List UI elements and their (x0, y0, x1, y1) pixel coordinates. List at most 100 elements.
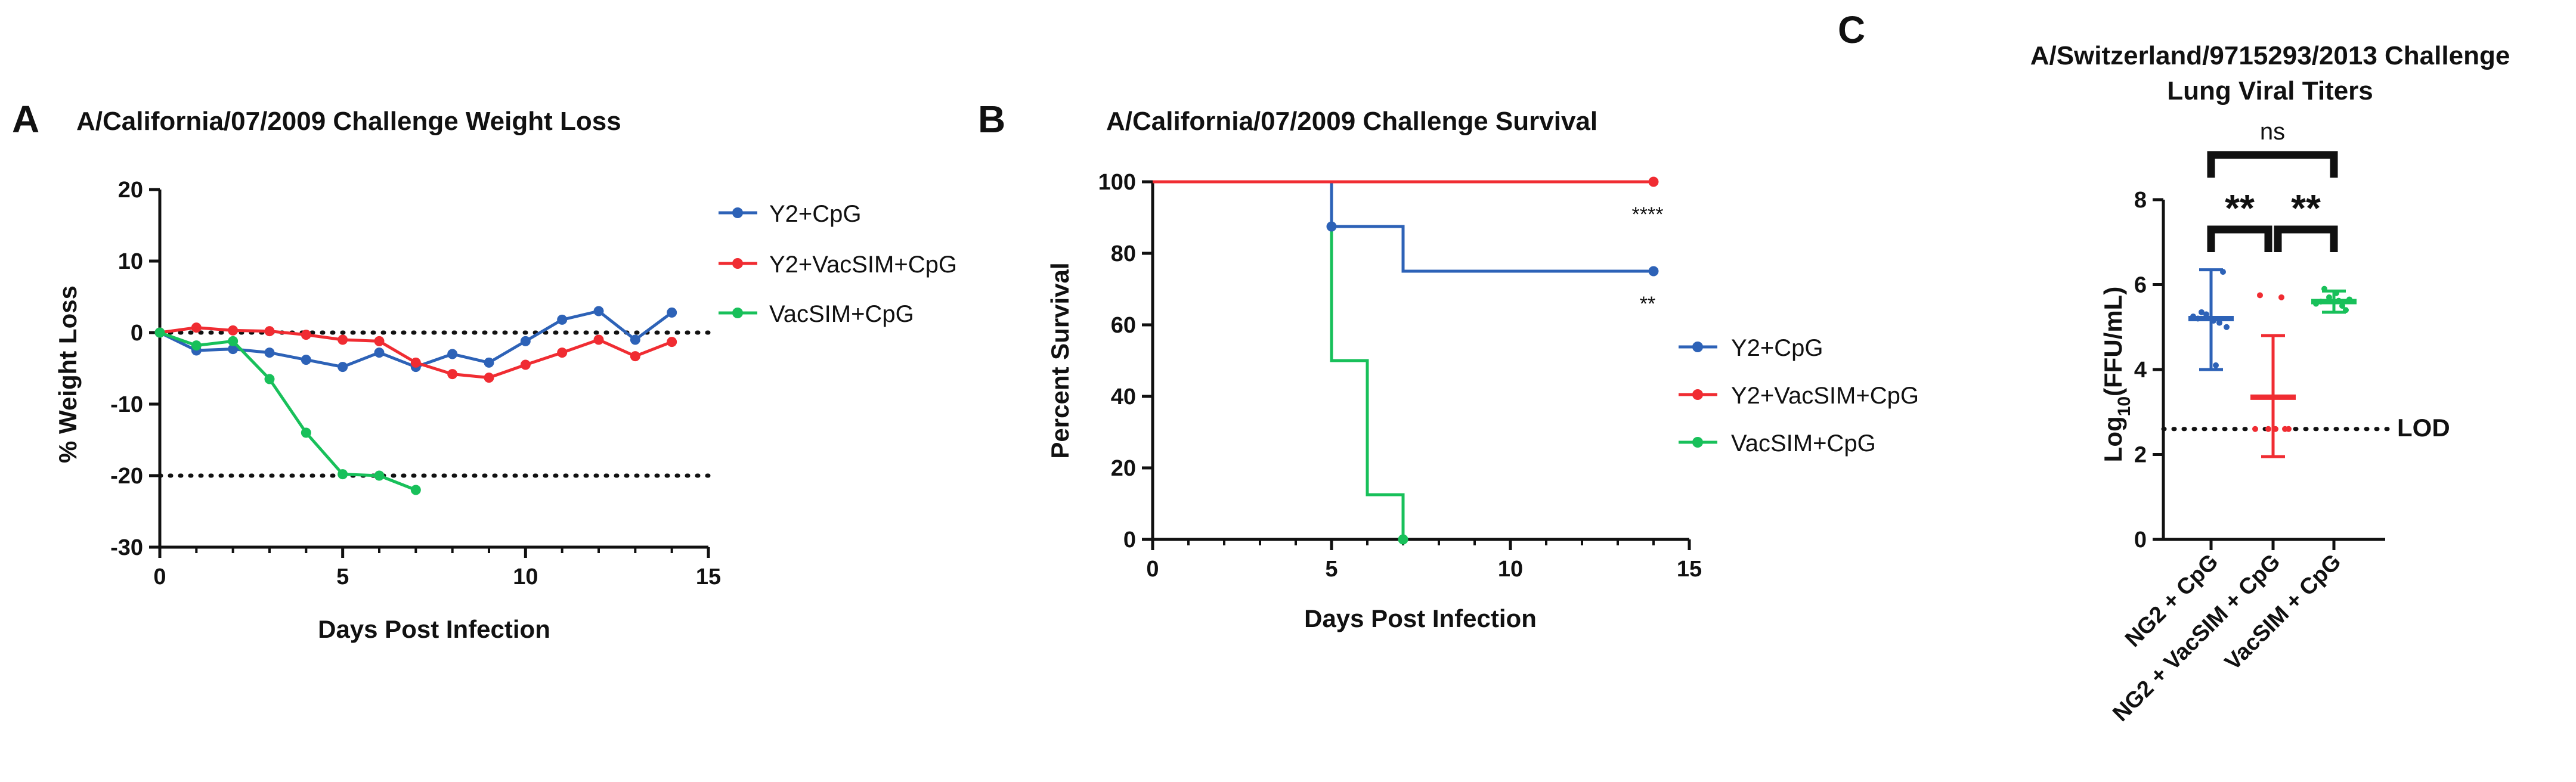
data-point-y2-cpg (264, 347, 275, 358)
data-point-y2-vacsim-cpg (630, 351, 640, 362)
data-point-ng2-vacsim-cpg (2252, 426, 2258, 432)
panel-a-legend: Y2+CpG Y2+VacSIM+CpG VacSIM+CpG (719, 201, 957, 327)
data-point-vacsim-cpg (264, 374, 275, 384)
data-point-y2-vacsim-cpg (447, 369, 458, 380)
x-tick-label: 15 (696, 564, 721, 589)
data-point-vacsim-cpg (301, 427, 311, 438)
panel-b-ticks: 100 80 60 40 20 00 5 10 15 (1098, 170, 1702, 582)
panel-b-annotations: ****** (1632, 203, 1664, 315)
significance-label: ** (2291, 187, 2321, 229)
y-tick-label: 6 (2134, 273, 2147, 298)
significance-bracket (2207, 225, 2272, 252)
panel-a-label: A (12, 98, 39, 141)
data-point-ng2-cpg (2213, 362, 2219, 368)
y-tick-label: 80 (1111, 241, 1136, 266)
y-tick-label: 10 (118, 249, 143, 274)
panel-b-y-label: Percent Survival (1046, 262, 1074, 458)
legend-label-y2-cpg: Y2+CpG (1731, 335, 1823, 361)
data-point-ng2-vacsim-cpg (2278, 294, 2284, 300)
panel-a-series (154, 306, 677, 495)
panel-c-significance: ns ** ** (2207, 119, 2338, 252)
legend-label-vacsim-cpg: VacSIM+CpG (769, 301, 914, 327)
x-tick-label: 15 (1677, 557, 1702, 582)
y-tick-label: 20 (118, 178, 143, 203)
data-point-y2-vacsim-cpg (520, 359, 531, 370)
data-point-y2-vacsim-cpg (667, 337, 677, 347)
data-point-y2-cpg (630, 334, 640, 345)
y-tick-label: 8 (2134, 188, 2147, 213)
y-tick-label: -20 (110, 464, 143, 489)
data-point-vacsim-cpg (154, 327, 165, 338)
data-point-y2-cpg (228, 344, 239, 355)
y-tick-label: 0 (1123, 527, 1136, 553)
panel-c-title-line1: A/Switzerland/9715293/2013 Challenge (2030, 41, 2510, 70)
data-point-y2-cpg (520, 336, 531, 346)
data-point-ng2-vacsim-cpg (2282, 426, 2288, 432)
panel-b-label: B (978, 98, 1005, 141)
data-point-y2-vacsim-cpg (593, 334, 604, 345)
legend-item-vacsim-cpg: VacSIM+CpG (1679, 430, 1876, 457)
significance-label: ns (2260, 119, 2285, 145)
y-tick-label: 20 (1111, 456, 1136, 481)
data-point-y2-vacsim-cpg (191, 322, 202, 333)
panel-a-reference-lines (157, 330, 711, 478)
data-point-y2-cpg (374, 347, 385, 358)
significance-bracket (2207, 151, 2338, 178)
survival-point-y2-vacsim-cpg (1648, 176, 1659, 187)
x-tick-label: 10 (513, 564, 538, 589)
panel-b-title: A/California/07/2009 Challenge Survival (1106, 107, 1597, 136)
legend-label-y2-vacsim-cpg: Y2+VacSIM+CpG (769, 252, 957, 278)
x-tick-label: 5 (336, 564, 349, 589)
legend-label-vacsim-cpg: VacSIM+CpG (1731, 430, 1876, 457)
y-tick-label: 0 (131, 321, 143, 346)
data-point-y2-vacsim-cpg (557, 347, 568, 358)
panel-b-series (1153, 176, 1659, 545)
y-tick-label: 60 (1111, 313, 1136, 338)
panel-c-label: C (1838, 8, 1865, 51)
legend-item-y2-vacsim-cpg: Y2+VacSIM+CpG (1679, 383, 1919, 409)
panel-a-ticks: 20 10 0 -10 -20 -30 0 5 10 15 (110, 178, 721, 589)
legend-item-y2-cpg: Y2+CpG (719, 201, 862, 227)
data-point-y2-cpg (301, 355, 311, 365)
significance-bracket (2274, 225, 2338, 252)
legend-label-y2-cpg: Y2+CpG (769, 201, 862, 227)
panel-a-x-label: Days Post Infection (318, 615, 550, 643)
data-point-y2-cpg (484, 357, 494, 368)
panel-c-points (2190, 269, 2352, 432)
y-tick-label: 2 (2134, 443, 2147, 468)
panel-b: B A/California/07/2009 Challenge Surviva… (978, 98, 1919, 632)
panel-c-error-bars (2188, 268, 2357, 458)
panel-c: C A/Switzerland/9715293/2013 Challenge L… (1838, 8, 2510, 727)
y-tick-label: -30 (110, 535, 143, 560)
y-tick-label: 40 (1111, 384, 1136, 409)
panel-b-x-label: Days Post Infection (1304, 604, 1537, 632)
survival-point-y2-cpg (1326, 221, 1337, 232)
panel-a: A A/California/07/2009 Challenge Weight … (12, 98, 957, 643)
data-point-y2-vacsim-cpg (410, 357, 421, 368)
data-point-vacsim-cpg (191, 340, 202, 351)
significance-label: ** (2225, 187, 2255, 229)
data-point-y2-vacsim-cpg (264, 326, 275, 337)
panel-c-ticks: 8 6 4 2 0 (2134, 188, 2336, 553)
data-point-y2-vacsim-cpg (338, 334, 348, 345)
x-tick-label: 10 (1498, 557, 1523, 582)
data-point-vacsim-cpg (338, 469, 348, 480)
survival-line-y2-cpg (1153, 180, 1654, 273)
data-point-vacsim-cpg (374, 470, 385, 481)
data-point-y2-vacsim-cpg (484, 373, 494, 383)
data-point-y2-vacsim-cpg (374, 336, 385, 346)
data-point-y2-vacsim-cpg (228, 325, 239, 336)
legend-item-vacsim-cpg: VacSIM+CpG (719, 301, 914, 327)
legend-item-y2-cpg: Y2+CpG (1679, 335, 1823, 361)
data-point-y2-vacsim-cpg (301, 330, 311, 340)
y-tick-label: 0 (2134, 527, 2147, 553)
data-point-y2-cpg (667, 307, 677, 318)
data-point-ng2-cpg (2216, 319, 2222, 326)
panel-b-axes (1151, 182, 1689, 541)
y-tick-label: 4 (2134, 358, 2147, 383)
data-point-y2-cpg (447, 349, 458, 359)
data-point-ng2-vacsim-cpg (2257, 292, 2263, 299)
data-point-ng2-cpg (2203, 311, 2209, 318)
